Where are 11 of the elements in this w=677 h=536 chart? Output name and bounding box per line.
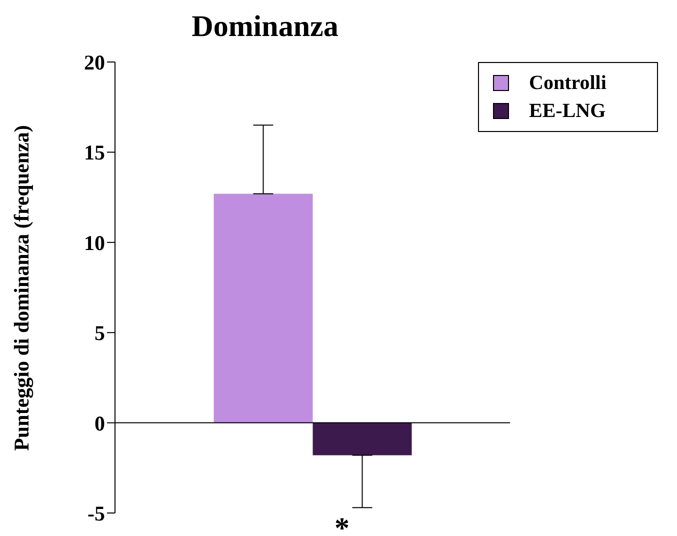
y-tick-label: -5	[88, 501, 105, 526]
y-tick-label: 15	[84, 140, 105, 165]
annotation: *	[334, 512, 350, 536]
legend-label: EE-LNG	[529, 100, 606, 122]
y-tick-label: 20	[84, 50, 105, 74]
y-tick-label: 0	[94, 411, 105, 436]
y-tick-label: 10	[84, 230, 105, 255]
chart-title: Dominanza	[190, 10, 340, 44]
y-axis-title: Punteggio di dominanza (frequenza)	[10, 125, 34, 451]
y-tick-label: 5	[94, 321, 105, 346]
legend-label: Controlli	[529, 72, 606, 94]
